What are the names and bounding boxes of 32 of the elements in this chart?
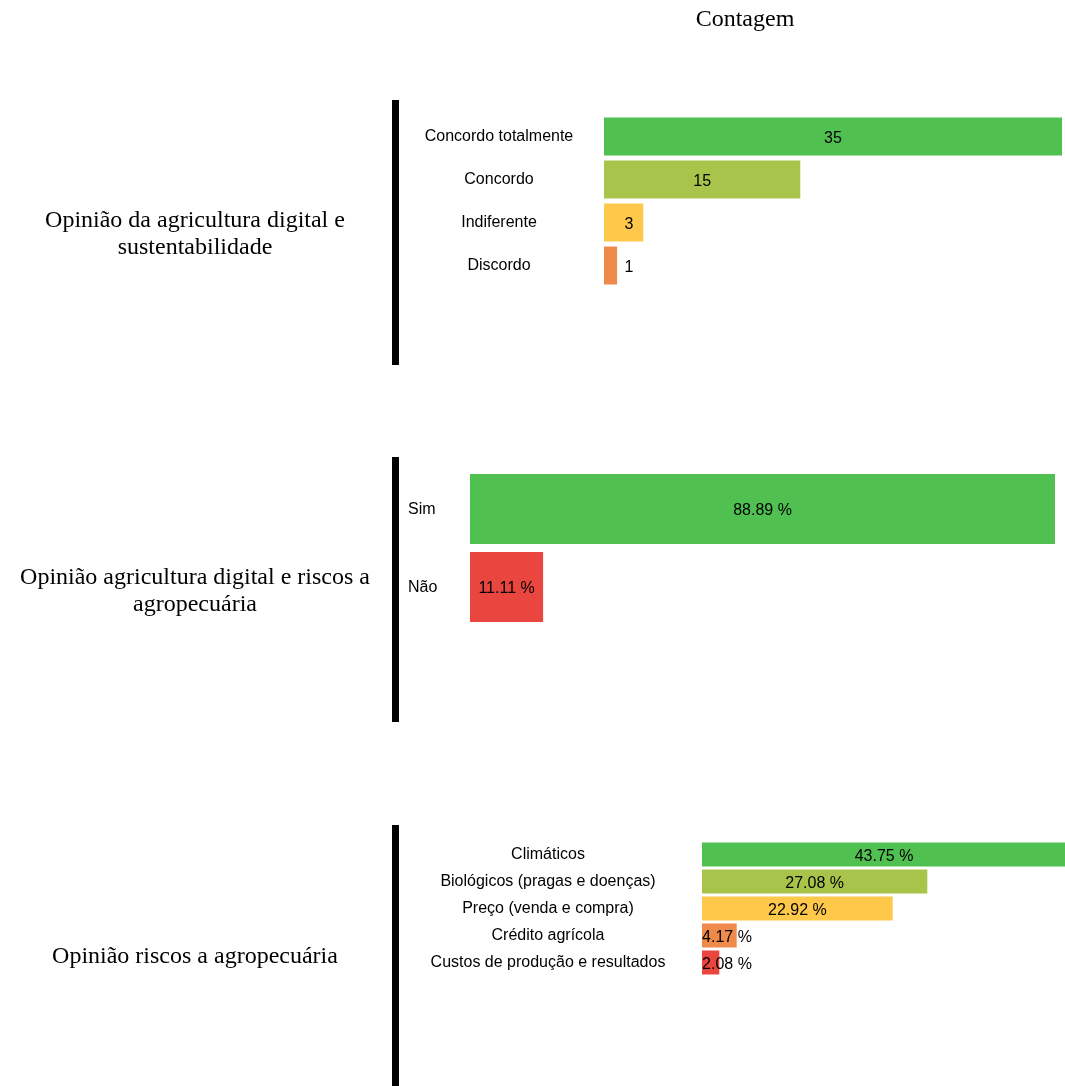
y-tick-label: Preço (venda e compra) xyxy=(462,899,634,916)
data-label: 35 xyxy=(824,128,842,146)
y-tick-label: Crédito agrícola xyxy=(491,926,605,943)
data-label: 4.17 % xyxy=(702,927,752,945)
y-tick-label: Não xyxy=(408,578,438,595)
bar xyxy=(702,869,928,894)
bar xyxy=(604,203,644,242)
data-label: 11.11 % xyxy=(478,579,535,596)
y-tick-label: Biológicos (pragas e doenças) xyxy=(440,872,656,889)
y-tick-label: Concordo totalmente xyxy=(424,127,574,144)
bar xyxy=(604,160,801,199)
data-label: 88.89 % xyxy=(733,501,792,518)
data-label: 22.92 % xyxy=(767,900,827,918)
data-label: 15 xyxy=(693,171,712,189)
data-label: 43.75 % xyxy=(854,846,914,864)
y-tick-label: Climáticos xyxy=(511,845,585,862)
bar xyxy=(702,896,893,921)
data-label: 1 xyxy=(624,257,634,275)
text: Contagem xyxy=(694,5,796,32)
bar xyxy=(604,246,618,285)
text: Opinião da agricultura digital e sustentabilidade xyxy=(44,205,346,260)
bar xyxy=(604,117,1062,156)
y-tick-label: Discordo xyxy=(467,256,531,273)
y-tick-label: Concordo xyxy=(464,170,534,187)
bar xyxy=(702,842,1065,867)
text: Opinião agricultura digital e riscos a agropecuária xyxy=(19,562,371,617)
y-tick-label: Indiferente xyxy=(461,213,537,230)
data-label: 27.08 % xyxy=(785,873,845,891)
text: Opinião riscos a agropecuária xyxy=(52,942,338,969)
y-tick-label: Sim xyxy=(408,500,436,517)
y-tick-label: Custos de produção e resultados xyxy=(430,953,666,970)
data-label: 3 xyxy=(624,214,634,232)
